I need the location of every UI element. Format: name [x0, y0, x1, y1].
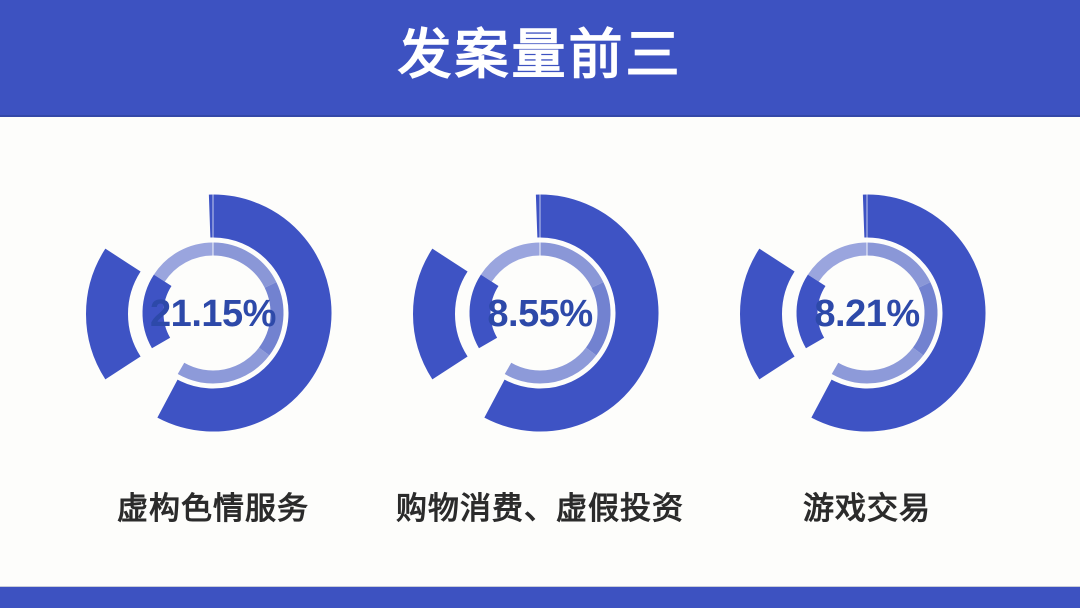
donut-chart-group-1: 21.15% 虚构色情服务 — [50, 117, 376, 586]
footer-bar — [0, 586, 1080, 608]
donut-percent-value: 21.15% — [150, 292, 276, 335]
header-bar: 发案量前三 — [0, 0, 1080, 117]
donut-chart: 8.55% — [410, 183, 670, 443]
donut-percent-value: 8.55% — [487, 292, 593, 335]
donut-percent-value: 8.21% — [814, 292, 920, 335]
charts-area: 21.15% 虚构色情服务 8.55% 购物消费、虚假投资 8.21% 游戏交易 — [0, 117, 1080, 586]
donut-chart-label: 购物消费、虚假投资 — [396, 491, 684, 526]
donut-rings-graphic — [86, 194, 332, 432]
donut-chart: 8.21% — [737, 183, 997, 443]
donut-chart: 21.15% — [83, 183, 343, 443]
page-title: 发案量前三 — [397, 24, 683, 85]
donut-chart-group-3: 8.21% 游戏交易 — [704, 117, 1030, 586]
donut-chart-label: 游戏交易 — [803, 491, 931, 526]
donut-chart-group-2: 8.55% 购物消费、虚假投资 — [377, 117, 703, 586]
donut-chart-label: 虚构色情服务 — [117, 491, 309, 526]
donut-rings-graphic — [413, 194, 659, 432]
donut-rings-graphic — [740, 194, 986, 432]
